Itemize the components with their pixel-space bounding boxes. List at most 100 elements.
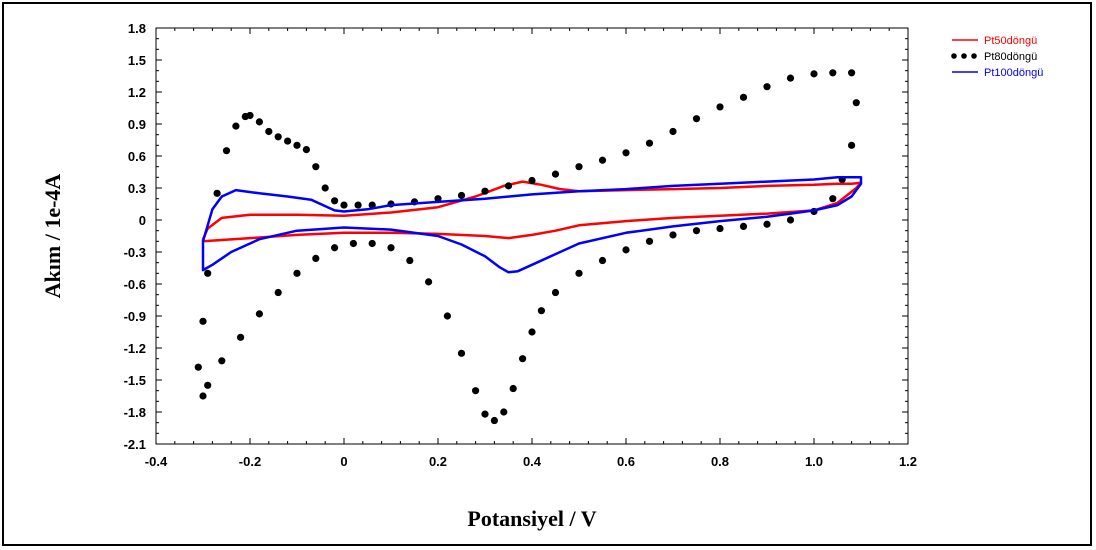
data-point (199, 317, 207, 325)
legend-label: Pt100döngü (984, 67, 1043, 79)
data-point (763, 220, 771, 228)
data-point (575, 163, 583, 171)
x-tick-label: -0.4 (145, 454, 168, 469)
legend-swatch (951, 53, 957, 59)
data-point (406, 256, 414, 265)
data-point (810, 70, 818, 78)
data-point (340, 201, 348, 209)
cyclic-voltammogram-chart: -0.4 -0.2 0 0.2 0.4 0.6 0.8 1.0 1.2 1.8 1.5 1.2 0.9… (40, 21, 1043, 531)
data-point (852, 99, 860, 107)
data-point (669, 127, 677, 136)
data-point (354, 201, 362, 209)
data-point (551, 288, 560, 297)
data-point (716, 224, 724, 233)
x-axis-title: Potansiyel / V (467, 506, 596, 531)
data-point (194, 363, 202, 371)
y-tick-label: -2.1 (124, 437, 146, 452)
data-point (213, 189, 221, 197)
data-point (204, 381, 212, 389)
legend-label: Pt50döngü (984, 35, 1037, 47)
series-2 (194, 69, 860, 425)
data-point (829, 69, 837, 77)
legend-item: Pt80döngü (951, 51, 1037, 63)
x-tick-label: 0.8 (711, 454, 729, 469)
y-tick-label: 1.2 (128, 85, 146, 100)
x-tick-label: 1.0 (805, 454, 823, 469)
legend-swatch (961, 53, 967, 59)
data-point (669, 231, 677, 239)
data-point (739, 93, 748, 101)
data-point (222, 147, 231, 155)
data-point (274, 288, 282, 297)
data-point (786, 74, 795, 82)
y-tick-label: -0.6 (124, 277, 146, 292)
x-tick-label: 0.6 (617, 454, 635, 469)
data-point (265, 127, 273, 136)
data-point (204, 269, 212, 277)
data-point (763, 83, 771, 91)
data-point (246, 111, 254, 120)
data-point (848, 69, 856, 77)
data-point (537, 307, 546, 315)
y-tick-label: 0.3 (128, 181, 146, 196)
series-line (201, 180, 863, 243)
data-point (504, 182, 513, 190)
y-tick-label: 0 (139, 213, 146, 228)
y-axis-title: Akım / 1e-4A (40, 174, 65, 299)
data-point (645, 139, 654, 147)
data-point (575, 269, 583, 277)
legend: Pt50döngü Pt80döngü Pt100döngü (951, 35, 1043, 79)
x-tick-label: 1.2 (899, 454, 917, 469)
data-point (425, 278, 433, 286)
y-tick-label: 1.8 (128, 21, 146, 36)
data-point (321, 184, 329, 192)
data-point (349, 239, 357, 248)
legend-label: Pt80döngü (984, 51, 1037, 63)
x-tick-label: 0.2 (429, 454, 447, 469)
data-point (199, 392, 207, 400)
data-point (312, 163, 320, 171)
legend-swatch (971, 53, 977, 59)
data-point (622, 246, 630, 254)
y-tick-label: -1.5 (124, 373, 146, 388)
data-point (331, 244, 339, 252)
data-point (293, 141, 301, 149)
data-point (368, 201, 376, 209)
data-point (829, 195, 837, 203)
data-point (255, 118, 263, 126)
series-1 (201, 180, 863, 243)
x-tick-label: -0.2 (239, 454, 261, 469)
series-3 (201, 176, 863, 274)
series-line (201, 176, 863, 274)
data-point (302, 146, 310, 154)
x-tick-label: 0.4 (523, 454, 542, 469)
data-point (218, 357, 226, 365)
data-point (284, 137, 292, 145)
data-point (237, 333, 245, 341)
y-tick-label: -1.8 (124, 405, 146, 420)
data-point (692, 115, 701, 123)
data-point (255, 310, 263, 318)
data-point (331, 197, 339, 205)
data-point (312, 254, 320, 262)
data-point (490, 416, 498, 425)
data-point (457, 191, 466, 200)
data-point (481, 187, 489, 195)
data-point (528, 328, 536, 336)
y-axis: 1.8 1.5 1.2 0.9 0.6 0.3 0 -0.3 -0.6 -0.9 -1.2 -1.5 -… (124, 21, 908, 452)
data-point (848, 141, 856, 149)
y-tick-label: -0.3 (124, 245, 146, 260)
data-point (481, 410, 489, 418)
data-point (472, 387, 480, 395)
data-point (692, 227, 701, 235)
data-point (509, 384, 517, 393)
data-point (457, 349, 466, 357)
data-point (716, 103, 724, 111)
data-point (786, 216, 795, 224)
data-point (274, 133, 282, 141)
data-point (551, 170, 560, 178)
data-point (528, 176, 536, 185)
y-tick-label: -1.2 (124, 341, 146, 356)
data-point (387, 244, 395, 252)
